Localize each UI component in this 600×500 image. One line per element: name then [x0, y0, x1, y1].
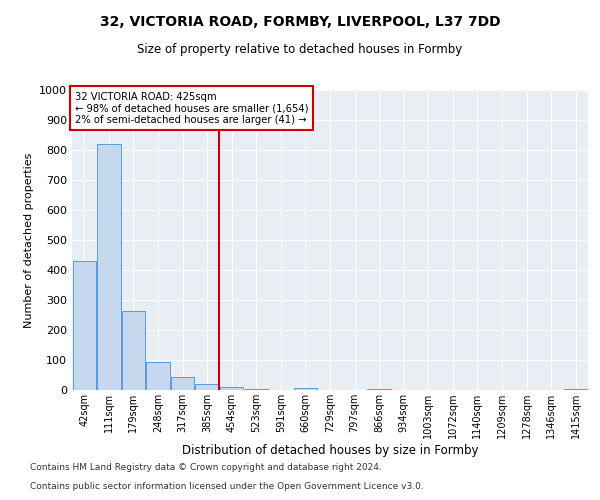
Text: 32 VICTORIA ROAD: 425sqm
← 98% of detached houses are smaller (1,654)
2% of semi: 32 VICTORIA ROAD: 425sqm ← 98% of detach…	[74, 92, 308, 124]
X-axis label: Distribution of detached houses by size in Formby: Distribution of detached houses by size …	[182, 444, 478, 457]
Bar	[367, 388, 391, 390]
Bar	[196, 384, 219, 390]
Bar	[564, 388, 587, 390]
Bar	[146, 362, 170, 390]
Y-axis label: Number of detached properties: Number of detached properties	[23, 152, 34, 328]
Bar	[122, 310, 145, 390]
Bar	[97, 144, 121, 390]
Bar	[73, 261, 96, 390]
Bar	[171, 376, 194, 390]
Bar	[220, 387, 244, 390]
Bar	[294, 388, 317, 390]
Text: Size of property relative to detached houses in Formby: Size of property relative to detached ho…	[137, 42, 463, 56]
Text: Contains public sector information licensed under the Open Government Licence v3: Contains public sector information licen…	[30, 482, 424, 491]
Text: Contains HM Land Registry data © Crown copyright and database right 2024.: Contains HM Land Registry data © Crown c…	[30, 464, 382, 472]
Bar	[245, 388, 268, 390]
Text: 32, VICTORIA ROAD, FORMBY, LIVERPOOL, L37 7DD: 32, VICTORIA ROAD, FORMBY, LIVERPOOL, L3…	[100, 15, 500, 29]
